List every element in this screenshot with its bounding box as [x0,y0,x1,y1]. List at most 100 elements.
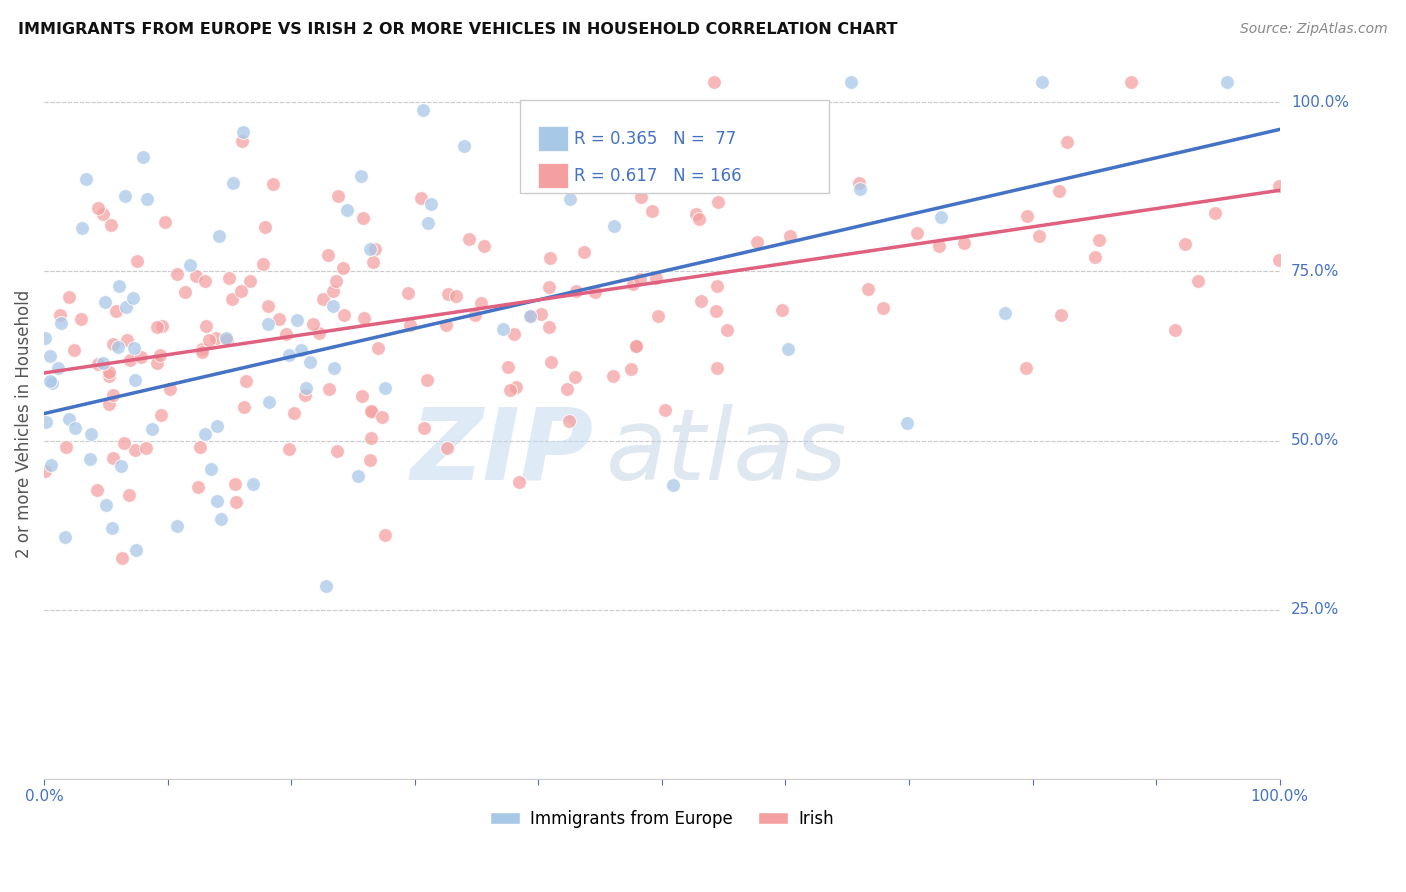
Point [779,228,801,243]
Point [145,320,167,334]
Point [848,176,870,190]
Point [141,422,163,436]
Point [1268,252,1291,267]
Point [218,271,240,285]
Point [252,257,274,271]
Point [641,204,664,219]
Point [905,227,928,241]
Point [565,284,588,298]
Point [118,488,141,502]
Point [745,235,768,249]
Point [315,579,337,593]
Point [224,477,246,491]
Point [276,327,298,342]
Text: ZIP: ZIP [411,404,593,500]
Point [195,319,218,334]
Point [620,362,643,376]
Point [363,255,385,269]
Point [135,441,157,455]
Point [555,382,578,396]
Point [125,254,148,268]
Point [110,459,132,474]
Text: 100.0%: 100.0% [1291,95,1348,110]
Point [277,348,299,362]
Point [326,444,349,458]
Point [770,303,793,318]
Point [308,326,330,340]
Point [191,342,214,356]
Point [776,342,799,356]
Point [688,211,710,226]
Point [225,494,247,508]
Point [661,477,683,491]
Point [928,239,950,253]
Point [204,331,226,345]
Point [689,136,711,151]
Point [1204,206,1226,220]
Point [538,251,561,265]
Point [166,268,188,282]
Point [647,309,669,323]
Point [436,441,458,455]
Point [336,202,359,217]
Point [347,468,370,483]
Point [152,319,174,334]
Point [51,317,73,331]
Point [100,218,122,232]
Point [1163,323,1185,337]
Point [115,333,138,347]
Point [235,374,257,388]
Point [474,239,496,253]
Point [205,494,228,508]
Point [1056,136,1078,150]
Point [519,310,541,324]
Point [98,396,121,410]
Point [332,260,354,275]
Point [585,285,607,299]
Point [839,75,862,89]
Point [399,318,422,332]
Point [80,426,103,441]
Point [374,381,396,395]
Point [200,462,222,476]
Point [257,318,280,332]
Point [205,419,228,434]
Point [654,403,676,417]
Point [34,464,56,478]
Point [690,294,713,309]
Point [121,291,143,305]
Point [153,215,176,229]
Point [564,369,586,384]
Point [257,395,280,409]
Point [101,388,124,402]
Point [780,120,803,135]
Point [262,177,284,191]
Point [896,416,918,430]
Point [124,373,146,387]
Point [1187,274,1209,288]
Point [125,542,148,557]
Point [703,75,725,89]
Point [208,228,231,243]
Point [363,242,385,256]
Point [367,341,389,355]
Point [283,406,305,420]
Point [540,355,562,369]
Point [359,243,381,257]
Point [1174,236,1197,251]
Point [101,521,124,535]
Point [396,285,419,300]
Point [97,365,120,379]
Point [188,440,211,454]
Text: 25.0%: 25.0% [1291,602,1339,617]
Point [704,303,727,318]
Point [470,295,492,310]
Point [209,512,232,526]
Point [1050,308,1073,322]
Point [150,408,173,422]
Point [416,216,439,230]
Point [122,342,145,356]
Point [872,301,894,315]
Point [86,483,108,497]
Point [929,211,952,225]
